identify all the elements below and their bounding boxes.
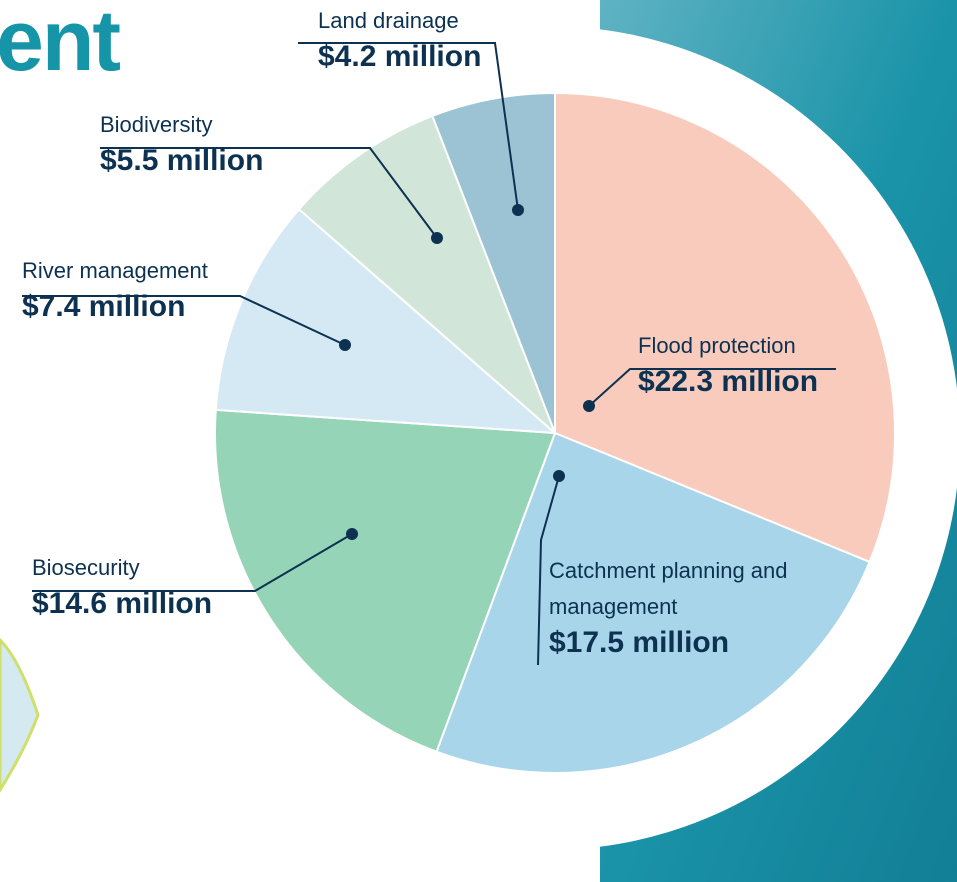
leader-dot: [583, 400, 595, 412]
slice-label: Flood protection $22.3 million: [638, 328, 858, 400]
leader-line: [32, 533, 353, 592]
value-label: $7.4 million: [22, 290, 186, 323]
slice-label: Catchment planning and management $17.5 m…: [549, 553, 789, 661]
value-label: $22.3 million: [638, 365, 819, 398]
value-label: $17.5 million: [549, 626, 730, 659]
category-label: Biodiversity: [100, 112, 213, 137]
value-label: $14.6 million: [32, 587, 213, 620]
leader-dot: [339, 339, 351, 351]
leader-line: [537, 475, 560, 666]
leader-line: [100, 147, 438, 239]
category-label: Land drainage: [318, 8, 459, 33]
leader-dot: [431, 232, 443, 244]
leader-dot: [512, 204, 524, 216]
category-label: Flood protection: [638, 333, 796, 358]
pie-slice: [431, 91, 556, 434]
leader-line: [298, 42, 519, 211]
pie-slice: [214, 408, 557, 753]
category-label: Catchment planning and management: [549, 558, 788, 619]
value-label: $4.2 million: [318, 40, 482, 73]
leader-dot: [553, 470, 565, 482]
slice-label: Land drainage $4.2 million: [318, 3, 518, 75]
pie-slice: [297, 114, 556, 434]
value-label: $5.5 million: [100, 144, 264, 177]
slice-label: Biosecurity $14.6 million: [32, 550, 292, 622]
slice-label: River management $7.4 million: [22, 253, 282, 325]
leader-line: [22, 295, 346, 346]
title: ent: [0, 0, 121, 89]
leader-line: [588, 368, 836, 407]
category-label: River management: [22, 258, 208, 283]
leader-dot: [346, 528, 358, 540]
pie-slice: [214, 207, 558, 435]
slice-label: Biodiversity $5.5 million: [100, 107, 360, 179]
category-label: Biosecurity: [32, 555, 140, 580]
decoration: [0, 637, 40, 793]
pie-slice: [435, 431, 871, 774]
pie-slice: [554, 91, 896, 564]
